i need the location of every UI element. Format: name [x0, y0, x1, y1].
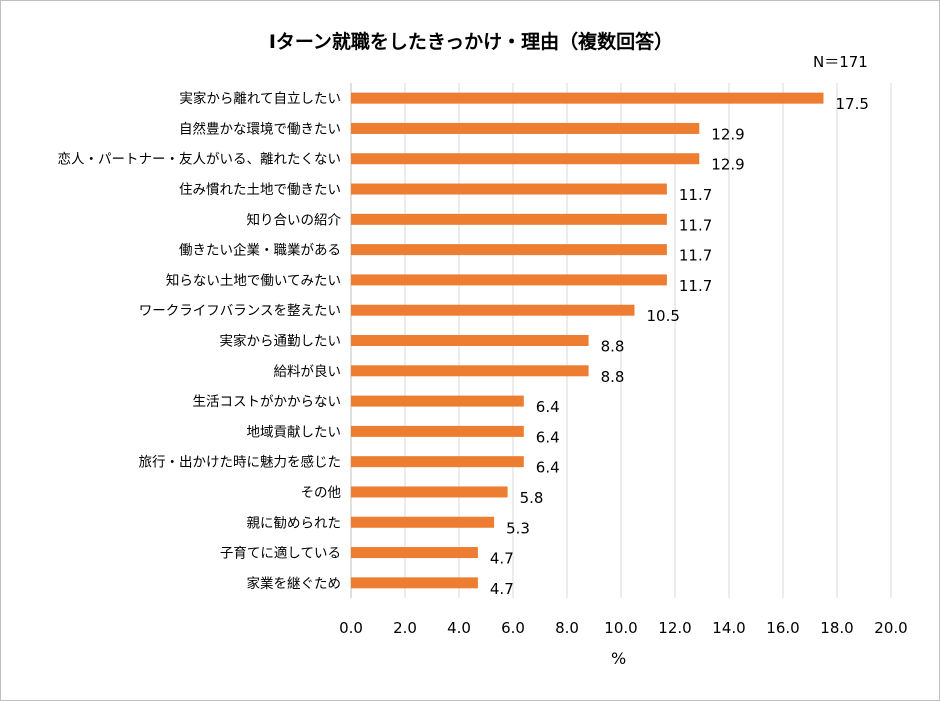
bar	[351, 274, 667, 286]
bar	[351, 547, 478, 559]
bar	[351, 122, 700, 134]
category-label: 恋人・パートナー・友人がいる、離れたくない	[58, 151, 342, 168]
category-label: 知らない土地で働いてみたい	[166, 272, 341, 289]
chart-title: Iターン就職をしたきっかけ・理由（複数回答）	[268, 31, 674, 53]
x-tick-label: 2.0	[393, 619, 417, 637]
data-label: 6.4	[536, 459, 560, 477]
x-tick-label: 8.0	[555, 619, 579, 637]
data-label: 4.7	[490, 550, 514, 568]
bar	[351, 213, 667, 225]
bar	[351, 486, 508, 498]
x-tick-label: 14.0	[712, 619, 745, 637]
category-label: 実家から通勤したい	[220, 333, 342, 350]
bar	[351, 153, 700, 165]
data-label: 10.5	[647, 307, 680, 325]
bar	[351, 244, 667, 256]
x-tick-label: 20.0	[874, 619, 907, 637]
bar	[351, 577, 478, 589]
bar	[351, 425, 524, 437]
category-label: 旅行・出かけた時に魅力を感じた	[139, 454, 342, 471]
x-tick-label: 12.0	[658, 619, 691, 637]
data-label: 8.8	[601, 368, 625, 386]
category-label: 働きたい企業・職業がある	[179, 242, 341, 259]
bar	[351, 304, 635, 316]
category-label: 知り合いの紹介	[247, 211, 342, 228]
x-tick-label: 16.0	[766, 619, 799, 637]
data-label: 8.8	[601, 338, 625, 356]
category-label: その他	[301, 485, 342, 501]
category-label: 地域貢献したい	[247, 424, 342, 440]
data-label: 12.9	[711, 125, 744, 143]
category-label: 給料が良い	[274, 364, 342, 380]
bar	[351, 516, 495, 528]
bar	[351, 92, 824, 104]
category-label: 実家から離れて自立したい	[179, 90, 341, 107]
data-label: 11.7	[679, 277, 712, 295]
bar	[351, 395, 524, 407]
data-label: 12.9	[711, 156, 744, 174]
category-label: 住み慣れた土地で働きたい	[179, 182, 341, 198]
category-label: 親に勧められた	[247, 514, 342, 531]
x-tick-label: 10.0	[604, 619, 637, 637]
x-axis-label: %	[611, 649, 627, 668]
category-label: ワークライフバランスを整えたい	[139, 303, 341, 319]
data-label: 5.3	[506, 519, 530, 537]
bar	[351, 456, 524, 468]
data-label: 6.4	[536, 428, 560, 446]
sample-size-note: N＝171	[813, 53, 868, 71]
x-tick-label: 6.0	[501, 619, 525, 637]
data-label: 11.7	[679, 216, 712, 234]
category-label: 子育てに適している	[220, 545, 341, 562]
bar	[351, 335, 589, 346]
data-label: 11.7	[679, 186, 712, 204]
data-label: 4.7	[490, 580, 514, 598]
bar	[351, 365, 589, 377]
data-label: 17.5	[836, 95, 869, 113]
data-label: 11.7	[679, 247, 712, 265]
x-tick-label: 18.0	[820, 619, 853, 637]
category-label: 家業を継ぐため	[247, 575, 342, 592]
data-label: 6.4	[536, 398, 560, 416]
data-label: 5.8	[520, 489, 544, 507]
bar	[351, 183, 667, 195]
x-tick-label: 4.0	[447, 619, 471, 637]
category-label: 自然豊かな環境で働きたい	[179, 120, 341, 137]
category-label: 生活コストがかからない	[193, 394, 342, 410]
x-tick-label: 0.0	[339, 619, 363, 637]
